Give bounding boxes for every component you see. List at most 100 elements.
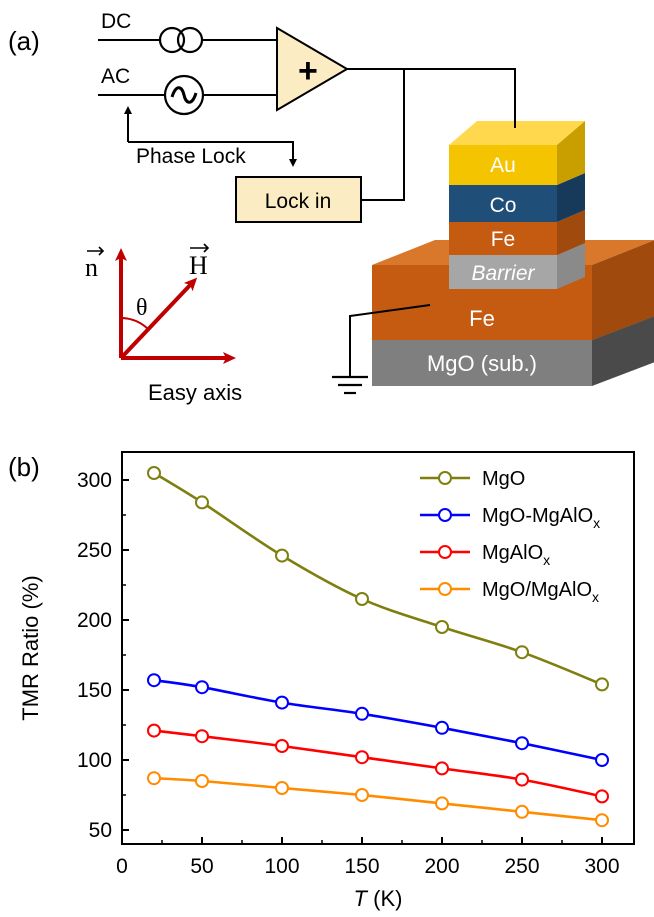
data-point	[515, 804, 529, 819]
amplifier-plus: +	[298, 52, 318, 90]
series-line	[153, 678, 603, 762]
substrate-front	[372, 340, 592, 386]
fe-top-front	[449, 222, 557, 255]
ac-label: AC	[101, 65, 130, 88]
data-point	[147, 466, 161, 480]
panel-a: (a) DC AC + Phase Lock Lock in MgO	[8, 10, 654, 405]
h-vector-overarrow-icon	[190, 243, 210, 253]
plot-frame	[121, 451, 635, 845]
lock-in-box	[235, 176, 362, 223]
y-tick-label: 300	[77, 469, 112, 492]
legend-marker	[438, 508, 452, 522]
panel-b-label: (b)	[8, 452, 40, 482]
ground-wire	[349, 304, 431, 376]
data-point	[147, 723, 161, 738]
substrate-label: MgO (sub.)	[427, 351, 537, 376]
series-line	[153, 729, 603, 798]
x-tick-label: 150	[344, 855, 379, 878]
dc-source-icon	[158, 26, 186, 54]
co-front	[449, 185, 557, 222]
au-side	[557, 121, 585, 185]
legend-label: MgO-MgAlOx	[482, 505, 600, 531]
x-tick-label: 200	[424, 855, 459, 878]
series-line	[153, 776, 603, 822]
legend-label: MgO/MgAlOx	[482, 579, 599, 605]
legend-label-text: MgO-MgAlO	[482, 505, 593, 527]
legend-marker	[438, 471, 452, 485]
legend-label-text: MgO	[482, 468, 525, 490]
data-point	[595, 789, 609, 804]
output-wire	[347, 68, 516, 128]
fe-top-side	[557, 210, 585, 255]
data-point	[595, 677, 609, 692]
lock-in-label: Lock in	[265, 190, 332, 213]
vector-diagram: θ n H Easy axis	[85, 243, 242, 405]
data-point	[355, 706, 369, 721]
data-point	[275, 548, 289, 563]
au-label: Au	[490, 154, 516, 177]
data-point	[435, 796, 449, 811]
legend-marker	[438, 582, 452, 596]
phase-lock-label: Phase Lock	[136, 145, 246, 168]
legend-label-text: MgO/MgAlO	[482, 579, 592, 601]
barrier-front	[449, 255, 557, 289]
legend-label: MgO	[482, 468, 525, 490]
panel-a-label: (a)	[8, 26, 40, 56]
sine-wave-icon	[170, 86, 198, 104]
data-point	[435, 720, 449, 735]
x-axis-label-unit: (K)	[367, 886, 402, 911]
x-axis-label-var: T	[354, 886, 369, 911]
data-point	[515, 736, 529, 751]
x-tick-label: 0	[116, 855, 128, 878]
au-top	[449, 121, 585, 145]
data-point	[195, 495, 209, 510]
data-point	[595, 753, 609, 767]
phase-lock-arrow-down	[128, 141, 297, 167]
co-side	[557, 173, 585, 222]
dc-source-icon-ring	[176, 26, 204, 54]
h-vector-label: H	[189, 251, 208, 280]
y-tick-label: 100	[77, 749, 112, 772]
data-point	[275, 695, 289, 710]
substrate-side	[592, 316, 654, 386]
barrier-side	[557, 243, 585, 289]
fe-top-label: Fe	[491, 228, 516, 251]
y-tick-label: 250	[77, 539, 112, 562]
legend-label-subscript: x	[593, 515, 600, 531]
x-tick-label: 50	[190, 855, 213, 878]
data-point	[195, 729, 209, 744]
legend-label-subscript: x	[592, 589, 599, 605]
data-point	[147, 673, 161, 688]
co-label: Co	[490, 194, 517, 217]
h-vector-arrow	[119, 277, 198, 360]
data-point	[195, 680, 209, 695]
mtj-stack: MgO (sub.) Fe Barrier Fe Co Au	[372, 69, 654, 386]
legend-label: MgAlOx	[482, 542, 550, 568]
dc-label: DC	[101, 10, 131, 33]
fe-bottom-label: Fe	[469, 306, 495, 331]
lockin-wire	[362, 69, 405, 201]
fe-bottom-side	[592, 240, 654, 340]
data-point	[515, 645, 529, 660]
data-point	[595, 813, 609, 828]
panel-b: (b) 0 50 100 150 200 250 30050100150200250300T…	[8, 451, 635, 911]
n-vector-label: n	[85, 253, 98, 282]
amplifier-icon	[276, 26, 349, 112]
data-point	[435, 761, 449, 776]
data-point	[275, 739, 289, 753]
theta-label: θ	[136, 295, 148, 321]
legend-label-subscript: x	[543, 552, 550, 568]
data-point	[275, 781, 289, 795]
y-tick-label: 150	[77, 679, 112, 702]
legend-marker	[438, 545, 452, 559]
x-axis-label: T (K)	[354, 886, 403, 911]
easy-axis-label: Easy axis	[148, 380, 242, 405]
barrier-label: Barrier	[471, 262, 535, 285]
data-point	[355, 788, 369, 802]
legend-label-text: MgAlO	[482, 542, 543, 564]
data-point	[195, 774, 209, 788]
x-tick-label: 300	[584, 855, 619, 878]
theta-arc	[120, 317, 149, 330]
